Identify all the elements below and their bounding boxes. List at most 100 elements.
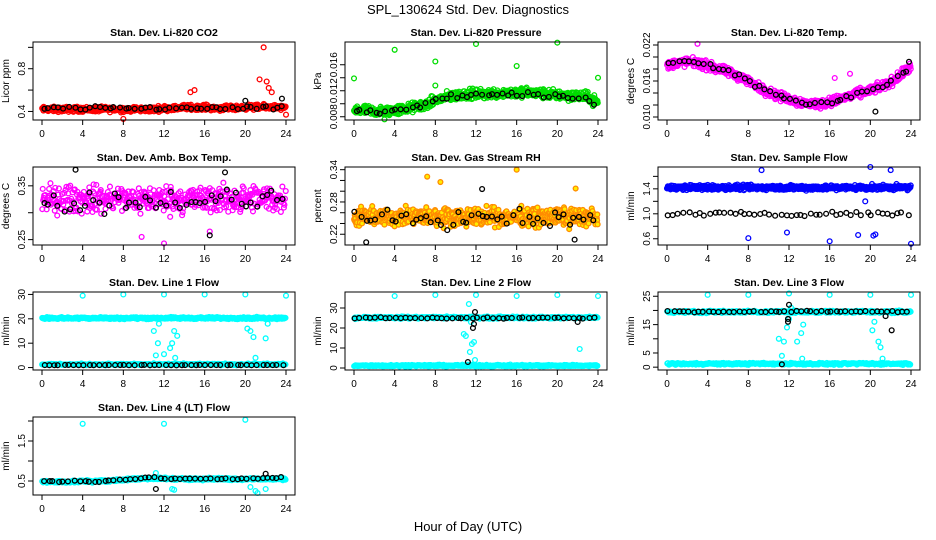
data-point <box>150 327 157 335</box>
data-point <box>664 212 671 219</box>
x-tick-label: 16 <box>511 254 523 265</box>
data-point <box>879 210 886 217</box>
x-tick-label: 16 <box>199 379 211 390</box>
data-point <box>823 210 830 217</box>
y-axis-label: Licor ppm <box>1 59 12 103</box>
data-point <box>816 211 823 218</box>
data-point <box>669 212 676 219</box>
data-point <box>60 105 67 112</box>
data-point <box>872 108 879 115</box>
data-point <box>243 103 251 110</box>
data-point <box>746 210 753 217</box>
data-points <box>350 39 602 123</box>
data-point <box>138 233 145 240</box>
panel-title: Stan. Dev. Line 2 Flow <box>421 277 532 289</box>
data-point <box>732 210 739 217</box>
y-axis-label: ml/min <box>626 191 637 220</box>
data-point <box>220 179 227 186</box>
data-point <box>572 185 579 192</box>
data-point <box>686 209 693 216</box>
data-points <box>351 291 602 370</box>
data-points <box>351 166 601 246</box>
x-tick-label: 20 <box>552 254 564 265</box>
y-tick-label: 0.4 <box>17 104 28 118</box>
x-tick-label: 12 <box>158 379 170 390</box>
x-tick-label: 24 <box>592 254 604 265</box>
x-tick-label: 20 <box>240 129 252 140</box>
data-point <box>260 44 267 51</box>
data-point <box>131 105 138 112</box>
x-tick-label: 4 <box>80 254 86 265</box>
x-tick-label: 24 <box>280 254 292 265</box>
x-tick-label: 16 <box>199 129 211 140</box>
data-point <box>862 198 869 205</box>
x-tick-label: 4 <box>80 379 86 390</box>
panel-title: Stan. Dev. Line 1 Flow <box>109 277 220 289</box>
data-point <box>783 229 791 236</box>
data-point <box>432 82 439 89</box>
data-points <box>663 163 915 247</box>
data-point <box>116 104 124 111</box>
data-point <box>194 105 201 112</box>
y-tick-label: 0.016 <box>329 52 340 77</box>
data-point <box>350 75 358 82</box>
y-tick-label: 0.022 <box>642 32 653 57</box>
data-point <box>826 238 833 245</box>
data-point <box>278 103 285 110</box>
x-tick-label: 20 <box>240 379 252 390</box>
data-point <box>252 354 259 361</box>
data-point <box>561 206 568 213</box>
data-point <box>721 209 728 216</box>
data-point <box>72 104 79 111</box>
data-point <box>513 63 520 70</box>
x-tick-label: 8 <box>121 379 127 390</box>
data-point <box>437 179 444 186</box>
series-high <box>351 291 602 364</box>
x-tick-label: 0 <box>39 129 45 140</box>
data-point <box>229 104 236 111</box>
series-std-dev <box>350 39 602 123</box>
figure-xlabel: Hour of Day (UTC) <box>414 519 522 534</box>
y-tick-label: 0 <box>17 364 28 370</box>
data-point <box>846 70 854 77</box>
data-point <box>282 292 290 299</box>
data-point <box>166 104 173 111</box>
y-axis-label: degrees C <box>626 58 637 104</box>
y-tick-label: 0.016 <box>642 68 653 93</box>
y-tick-label: 0.8 <box>17 61 28 75</box>
plot-frame <box>32 291 296 371</box>
data-point <box>47 180 54 187</box>
data-point <box>146 104 154 111</box>
data-point <box>831 74 838 82</box>
data-point <box>905 212 912 219</box>
data-point <box>363 239 370 246</box>
x-tick-label: 12 <box>158 254 170 265</box>
x-tick-label: 12 <box>470 129 482 140</box>
data-point <box>751 211 758 218</box>
data-point <box>513 166 520 173</box>
y-tick-label: 0.6 <box>642 231 653 245</box>
x-tick-label: 0 <box>664 129 670 140</box>
data-point <box>772 212 779 219</box>
data-points <box>39 166 289 247</box>
data-point <box>242 97 249 104</box>
data-point <box>188 105 195 112</box>
x-tick-label: 8 <box>121 254 127 265</box>
data-point <box>391 46 398 53</box>
data-point <box>758 167 765 174</box>
x-tick-label: 24 <box>280 379 292 390</box>
x-tick-label: 0 <box>39 254 45 265</box>
data-point <box>778 211 785 218</box>
data-point <box>855 231 862 239</box>
x-tick-label: 0 <box>39 379 45 390</box>
data-point <box>137 210 144 217</box>
x-tick-label: 0 <box>351 129 357 140</box>
data-point <box>204 105 211 112</box>
data-point <box>171 327 178 335</box>
panel-title: Stan. Dev. Li-820 Pressure <box>410 27 541 39</box>
